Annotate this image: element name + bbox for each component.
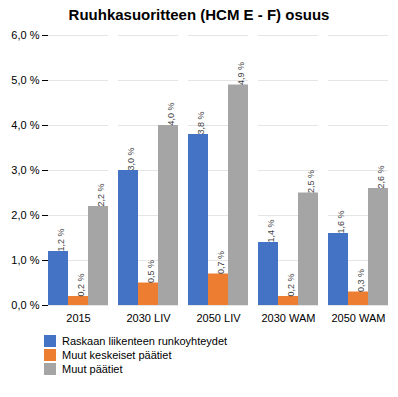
svg-text:4,9 %: 4,9 %: [236, 62, 246, 85]
svg-text:1,0 %: 1,0 %: [11, 254, 39, 266]
svg-text:0,7 %: 0,7 %: [216, 251, 226, 274]
svg-text:0,3 %: 0,3 %: [356, 269, 366, 292]
svg-text:2,2 %: 2,2 %: [96, 183, 106, 206]
svg-text:3,0 %: 3,0 %: [11, 164, 39, 176]
svg-text:0,0 %: 0,0 %: [11, 299, 39, 311]
svg-text:2,0 %: 2,0 %: [11, 209, 39, 221]
svg-text:2030 WAM: 2030 WAM: [261, 312, 315, 324]
svg-text:5,0 %: 5,0 %: [11, 74, 39, 86]
svg-text:1,2 %: 1,2 %: [56, 228, 66, 251]
svg-text:2,5 %: 2,5 %: [306, 170, 316, 193]
svg-text:1,4 %: 1,4 %: [266, 219, 276, 242]
svg-text:2015: 2015: [66, 312, 90, 324]
svg-text:3,0 %: 3,0 %: [126, 147, 136, 170]
svg-text:2050 WAM: 2050 WAM: [331, 312, 385, 324]
svg-text:2030 LIV: 2030 LIV: [126, 312, 171, 324]
svg-text:1,6 %: 1,6 %: [336, 210, 346, 233]
svg-text:4,0 %: 4,0 %: [11, 119, 39, 131]
html-text:Ruuhkasuoritteen (HCM E - F) o: Ruuhkasuoritteen (HCM E - F) osuus: [68, 6, 330, 23]
svg-text:3,8 %: 3,8 %: [196, 111, 206, 134]
svg-text:4,0 %: 4,0 %: [166, 102, 176, 125]
svg-text:6,0 %: 6,0 %: [11, 29, 39, 41]
svg-text:2050 LIV: 2050 LIV: [196, 312, 241, 324]
html-text:Raskaan liikenteen runkoyhteyd: Raskaan liikenteen runkoyhteydet: [62, 335, 228, 347]
html-text:Muut keskeiset päätiet: Muut keskeiset päätiet: [62, 349, 172, 361]
html-text:Muut päätiet: Muut päätiet: [62, 363, 123, 375]
svg-text:0,5 %: 0,5 %: [146, 260, 156, 283]
svg-text:0,2 %: 0,2 %: [76, 273, 86, 296]
svg-text:2,6 %: 2,6 %: [376, 165, 386, 188]
svg-text:0,2 %: 0,2 %: [286, 273, 296, 296]
